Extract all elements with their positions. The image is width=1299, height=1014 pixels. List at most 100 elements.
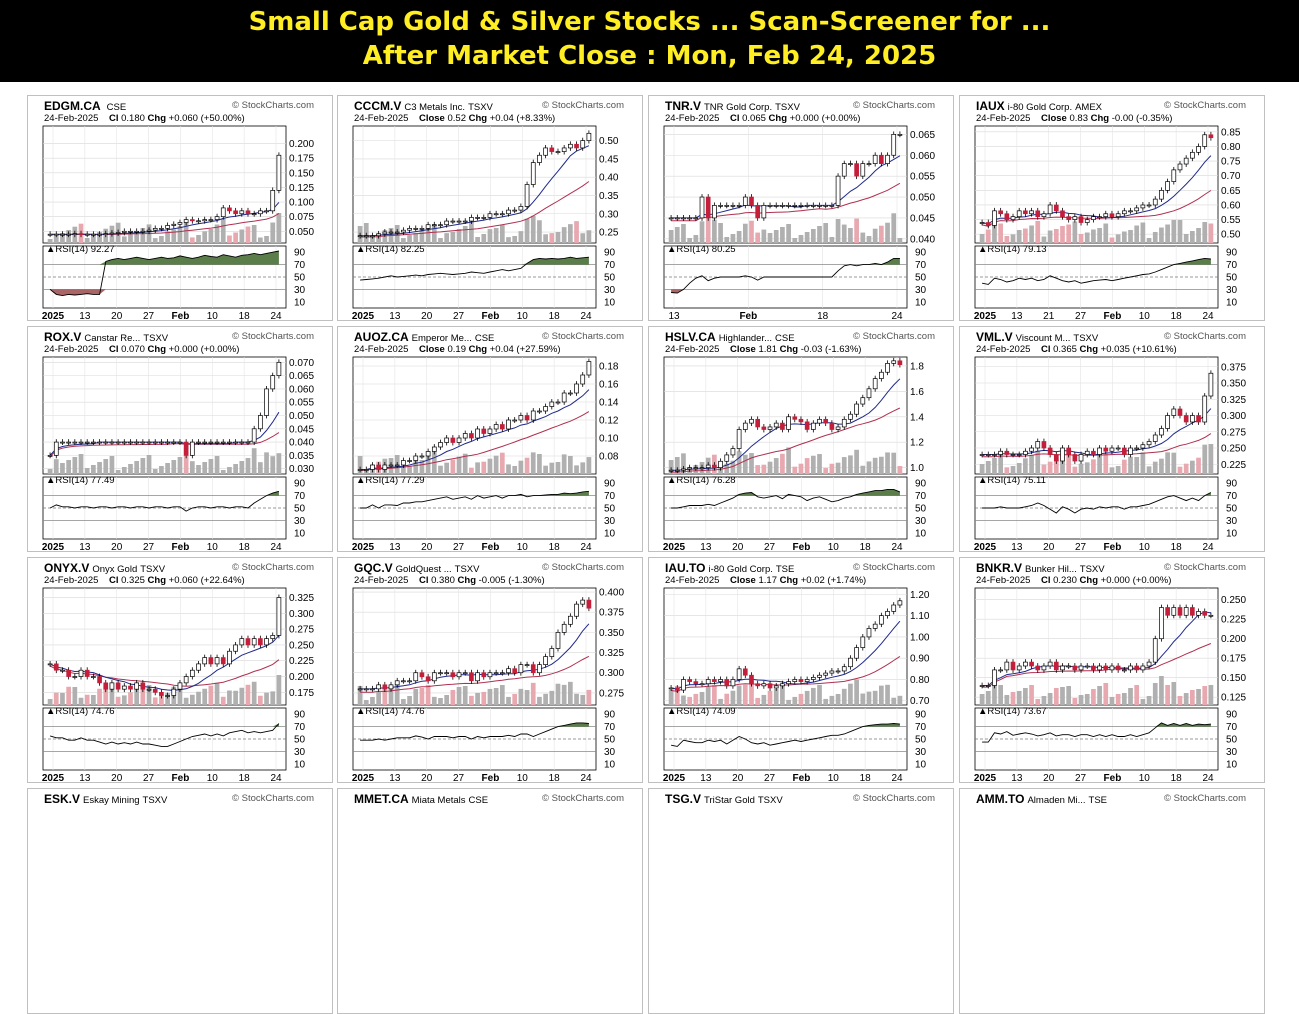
y-tick-label: 0.125 xyxy=(1221,693,1246,704)
candle xyxy=(848,655,853,670)
chart-panel[interactable]: TNR.V TNR Gold Corp. TSXV © StockCharts.com… xyxy=(648,95,954,321)
candle xyxy=(214,439,220,446)
candle xyxy=(1041,210,1047,220)
volume-bar xyxy=(518,460,524,474)
candle xyxy=(804,202,810,209)
candle xyxy=(767,202,773,209)
candle xyxy=(370,462,375,473)
candle xyxy=(171,221,177,229)
volume-bar xyxy=(487,458,493,474)
volume-bar xyxy=(1190,460,1195,474)
price-plot-area xyxy=(352,125,597,244)
volume-bar xyxy=(992,458,997,474)
chart-panel[interactable]: BNKR.V Bunker Hil... TSXV © StockCharts.com… xyxy=(959,557,1265,783)
candle xyxy=(431,444,437,455)
rsi-tick-label: 50 xyxy=(294,735,306,746)
candle xyxy=(1152,635,1158,666)
y-tick-label: 0.040 xyxy=(289,438,314,449)
volume-bar xyxy=(1196,228,1201,243)
rsi-tick-label: 10 xyxy=(294,528,306,539)
chart-panel[interactable]: CCCM.V C3 Metals Inc. TSXV © StockCharts.co… xyxy=(337,95,643,321)
volume-bar xyxy=(128,234,133,243)
volume-bar xyxy=(681,453,686,474)
volume-bar xyxy=(755,697,761,705)
x-tick-label: 18 xyxy=(239,773,251,783)
candle xyxy=(239,439,245,446)
candle xyxy=(524,412,530,423)
rsi-tick-label: 90 xyxy=(915,479,927,490)
y-tick-label: 0.150 xyxy=(289,168,314,179)
volume-bar xyxy=(84,694,90,705)
rsi-line xyxy=(49,250,279,297)
y-tick-label: 0.80 xyxy=(910,675,930,686)
chart-panel[interactable]: AUOZ.CA Emperor Me... CSE © StockCharts.com… xyxy=(337,326,643,552)
candle xyxy=(681,465,686,474)
x-tick-label: 2025 xyxy=(663,542,686,552)
volume-bar xyxy=(866,236,872,243)
candle xyxy=(407,677,412,684)
candle xyxy=(431,221,437,228)
ticker-symbol: TNR.V xyxy=(665,99,701,113)
chart-panel[interactable]: ESK.V Eskay Mining TSXV © StockCharts.com xyxy=(27,788,333,1014)
price-plot-area xyxy=(352,356,597,475)
candle xyxy=(1047,659,1053,669)
candle xyxy=(376,681,381,692)
chart-panel[interactable]: EDGM.CA CSE © StockCharts.com 24-Feb-2025 C… xyxy=(27,95,333,321)
volume-bar xyxy=(1103,683,1109,705)
x-tick-label: 2025 xyxy=(352,542,375,552)
rsi-label: ▲RSI(14) 74.76 xyxy=(46,706,115,717)
chart-panel[interactable]: MMET.CA Miata Metals CSE © StockCharts.com xyxy=(337,788,643,1014)
volume-bar xyxy=(854,218,859,243)
chart-header: HSLV.CA Highlander... CSE © StockCharts.com xyxy=(665,330,953,344)
volume-bar xyxy=(1202,222,1208,243)
chart-panel[interactable]: ROX.V Canstar Re... TSXV © StockCharts.com 2… xyxy=(27,326,333,552)
company-name: i-80 Gold Corp. xyxy=(1007,102,1073,113)
volume-bar xyxy=(208,685,214,705)
volume-bar xyxy=(171,229,177,243)
moving-average-slow xyxy=(982,643,1212,688)
candle xyxy=(866,385,872,401)
volume-bar xyxy=(276,453,282,474)
volume-bar xyxy=(493,228,499,243)
candle xyxy=(1078,213,1084,226)
ticker-symbol: MMET.CA xyxy=(354,792,409,806)
y-tick-label: 0.060 xyxy=(289,384,314,395)
watermark: © StockCharts.com xyxy=(232,793,314,804)
rsi-tick-label: 90 xyxy=(1226,479,1238,490)
candle xyxy=(444,669,450,676)
chart-panel[interactable]: IAU.TO i-80 Gold Corp. TSE © StockCharts.co… xyxy=(648,557,954,783)
rsi-tick-label: 70 xyxy=(604,722,616,733)
chart-panel[interactable]: TSG.V TriStar Gold TSXV © StockCharts.com xyxy=(648,788,954,1014)
candle xyxy=(512,417,518,423)
x-tick-label: 10 xyxy=(207,773,219,783)
volume-bar xyxy=(979,234,985,243)
chart-panel[interactable]: HSLV.CA Highlander... CSE © StockCharts.com… xyxy=(648,326,954,552)
candle xyxy=(891,357,897,367)
rsi-tick-label: 50 xyxy=(1226,504,1238,515)
volume-bar xyxy=(786,447,791,474)
volume-bar xyxy=(693,693,699,705)
volume-bar xyxy=(1140,452,1146,474)
chart-panel[interactable]: VML.V Viscount M... TSXV © StockCharts.com 2… xyxy=(959,326,1265,552)
volume-bar xyxy=(53,459,59,474)
y-tick-label: 1.0 xyxy=(910,463,924,474)
y-tick-label: 0.250 xyxy=(1221,444,1246,455)
candle xyxy=(376,462,381,473)
chart-panel[interactable]: GQC.V GoldQuest ... TSXV © StockCharts.com 2… xyxy=(337,557,643,783)
volume-bar xyxy=(891,452,897,474)
chart-panel[interactable]: IAUX i-80 Gold Corp. AMEX © StockCharts.com… xyxy=(959,95,1265,321)
chart-panel[interactable]: AMM.TO Almaden Mi... TSE © StockCharts.com xyxy=(959,788,1265,1014)
candle xyxy=(767,424,773,433)
x-tick-label: 27 xyxy=(453,773,465,783)
candle xyxy=(1035,207,1041,220)
volume-bar xyxy=(469,695,474,705)
candle xyxy=(1208,612,1214,619)
volume-bar xyxy=(47,239,53,243)
x-tick-label: 20 xyxy=(111,773,123,783)
volume-bar xyxy=(742,684,748,705)
candle xyxy=(1165,178,1170,194)
volume-bar xyxy=(860,465,866,474)
candle xyxy=(1029,207,1034,217)
chart-panel[interactable]: ONYX.V Onyx Gold TSXV © StockCharts.com 24-F… xyxy=(27,557,333,783)
